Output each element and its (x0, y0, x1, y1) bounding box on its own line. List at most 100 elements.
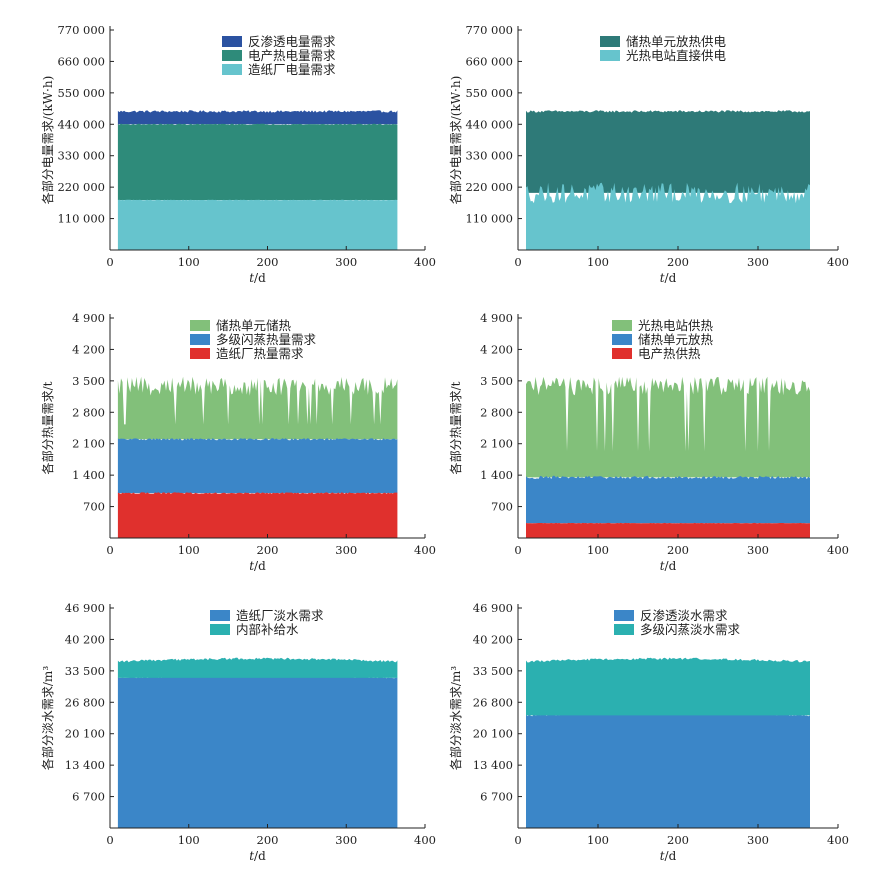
legend-label: 储热单元放热 (638, 332, 714, 347)
x-axis-label-unit: /d (254, 849, 266, 863)
x-tick-label: 300 (747, 255, 769, 269)
legend-label: 反渗透电量需求 (248, 34, 336, 49)
x-axis-label-unit: /d (254, 559, 266, 573)
x-tick-label: 100 (178, 833, 200, 847)
x-tick-label: 200 (257, 255, 279, 269)
legend-label: 造纸厂淡水需求 (236, 608, 324, 623)
x-tick-label: 0 (106, 255, 113, 269)
chart-heat-supply: 0 100 200 300 400 700 1 400 2 100 2 800 3 500 4 20… (448, 311, 849, 573)
x-tick-label: 0 (106, 833, 113, 847)
x-tick-label: 400 (827, 543, 849, 557)
y-tick-label: 110 000 (57, 212, 105, 226)
x-tick-label: 200 (257, 833, 279, 847)
legend-label: 造纸厂电量需求 (248, 62, 336, 77)
series-1-area (117, 676, 398, 828)
legend-swatch (190, 320, 210, 331)
x-tick-label: 300 (747, 543, 769, 557)
y-tick-label: 20 100 (473, 727, 513, 741)
chart-heat-demand: 0 100 200 300 400 700 1 400 2 100 2 800 3 500 4 20… (40, 311, 436, 573)
legend-swatch (222, 64, 242, 75)
x-axis-label: t/d (660, 559, 677, 573)
chart-water-demand: 0 100 200 300 400 6 700 13 400 20 100 26 800 33 5… (40, 601, 436, 863)
legend-label: 储热单元放热供电 (626, 34, 727, 49)
chart-electric-supply-demand: 0 100 200 300 400 110 000 220 000 330 000 440 00… (40, 23, 436, 285)
y-tick-label: 4 200 (72, 342, 105, 356)
y-axis-label: 各部分淡水需求/m³ (40, 666, 55, 770)
y-tick-label: 40 200 (473, 632, 513, 646)
x-tick-label: 100 (587, 255, 609, 269)
series-3-area (526, 522, 810, 538)
series-2-area (526, 475, 810, 524)
series-2-area (117, 123, 398, 200)
x-tick-label: 0 (514, 833, 521, 847)
y-axis-label: 各部分电量需求/(kW·h) (448, 76, 463, 205)
y-tick-label: 13 400 (473, 758, 513, 772)
legend-label: 多级闪蒸热量需求 (216, 332, 317, 347)
y-tick-label: 33 500 (65, 664, 105, 678)
legend-swatch (612, 334, 632, 345)
series-3-area (117, 199, 398, 250)
x-tick-label: 300 (335, 833, 357, 847)
y-tick-label: 26 800 (65, 695, 105, 709)
x-axis-label-unit: /d (665, 849, 677, 863)
x-axis-label: t/d (660, 849, 677, 863)
y-tick-label: 660 000 (465, 54, 513, 68)
x-axis-label-var: t (660, 271, 665, 285)
series-2-area (117, 657, 398, 678)
x-tick-label: 400 (827, 255, 849, 269)
legend-label: 内部补给水 (236, 622, 299, 637)
legend-swatch (210, 610, 230, 621)
x-tick-label: 400 (414, 255, 436, 269)
x-axis-label: t/d (249, 559, 266, 573)
y-tick-label: 6 700 (72, 790, 105, 804)
x-tick-label: 400 (414, 543, 436, 557)
x-tick-label: 200 (667, 833, 689, 847)
x-tick-label: 100 (587, 543, 609, 557)
y-tick-label: 2 100 (72, 437, 105, 451)
y-tick-label: 2 100 (480, 437, 513, 451)
x-axis-label-unit: /d (665, 559, 677, 573)
legend-label: 光热电站直接供电 (626, 48, 727, 63)
x-axis-label-var: t (249, 271, 254, 285)
x-tick-label: 0 (106, 543, 113, 557)
x-axis-label-var: t (249, 849, 254, 863)
series-1-area (526, 711, 810, 828)
series-2-area (117, 438, 398, 494)
legend-swatch (190, 334, 210, 345)
series-3-area (117, 492, 398, 538)
y-axis-label: 各部分热量需求/t (40, 381, 55, 474)
legend-label: 电产热供热 (638, 346, 701, 361)
x-tick-label: 400 (414, 833, 436, 847)
y-tick-label: 220 000 (57, 180, 105, 194)
legend-swatch (190, 348, 210, 359)
x-axis-label: t/d (249, 271, 266, 285)
x-tick-label: 300 (335, 543, 357, 557)
series-1-area (526, 110, 810, 193)
x-tick-label: 0 (514, 255, 521, 269)
y-tick-label: 110 000 (465, 212, 513, 226)
x-axis-label: t/d (660, 271, 677, 285)
x-axis-label-var: t (249, 559, 254, 573)
legend-swatch (614, 610, 634, 621)
legend-swatch (612, 348, 632, 359)
y-tick-label: 20 100 (65, 727, 105, 741)
y-tick-label: 40 200 (65, 632, 105, 646)
y-tick-label: 4 900 (72, 311, 105, 325)
legend-label: 造纸厂热量需求 (216, 346, 304, 361)
legend-label: 光热电站供热 (638, 318, 714, 333)
y-tick-label: 46 900 (473, 601, 513, 615)
y-tick-label: 770 000 (465, 23, 513, 37)
x-tick-label: 100 (178, 255, 200, 269)
x-axis-label-var: t (660, 849, 665, 863)
legend-swatch (222, 36, 242, 47)
series-2-area (526, 182, 810, 250)
x-axis-label-unit: /d (665, 271, 677, 285)
legend-label: 储热单元储热 (216, 318, 292, 333)
y-tick-label: 700 (83, 500, 105, 514)
y-tick-label: 6 700 (480, 790, 513, 804)
y-tick-label: 33 500 (473, 664, 513, 678)
y-tick-label: 3 500 (72, 374, 105, 388)
y-tick-label: 3 500 (480, 374, 513, 388)
legend-swatch (612, 320, 632, 331)
